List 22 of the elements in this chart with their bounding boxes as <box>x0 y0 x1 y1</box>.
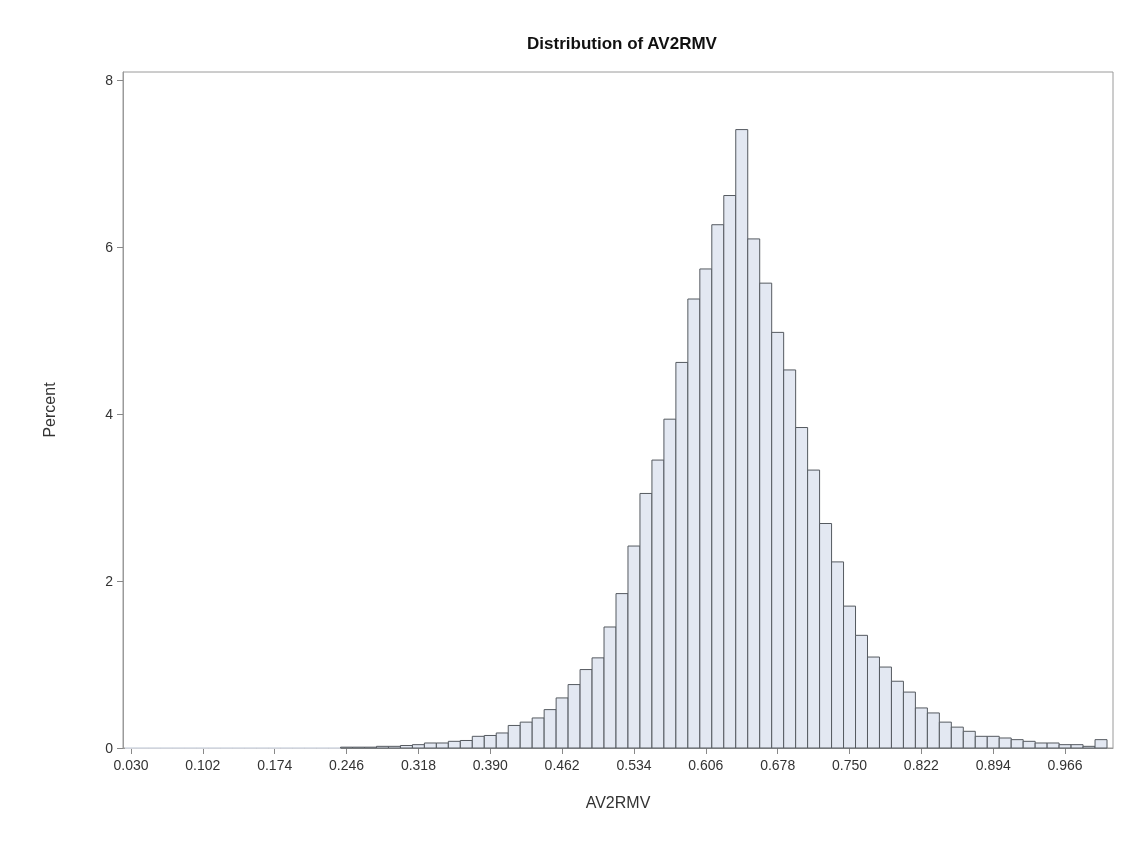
chart-title: Distribution of AV2RMV <box>527 34 718 53</box>
y-tick-label: 6 <box>105 239 114 256</box>
x-tick-label: 0.318 <box>400 757 437 773</box>
x-tick-label: 0.822 <box>903 757 940 773</box>
x-tick-label: 0.246 <box>329 757 365 773</box>
x-tick-label: 0.678 <box>760 757 796 773</box>
x-tick-label: 0.966 <box>1047 757 1083 773</box>
x-tick-label: 0.390 <box>472 757 508 773</box>
x-tick-label: 0.102 <box>185 757 221 773</box>
y-axis-title: Percent <box>40 381 58 438</box>
x-tick-label: 0.894 <box>975 757 1011 773</box>
x-tick-label: 0.462 <box>544 757 580 773</box>
x-tick-label: 0.606 <box>688 757 724 773</box>
x-tick-label: 0.174 <box>257 757 293 773</box>
x-axis-title: AV2RMV <box>585 793 651 811</box>
y-tick-label: 4 <box>105 406 114 423</box>
y-tick-label: 8 <box>105 72 114 89</box>
x-tick-label: 0.750 <box>832 757 868 773</box>
y-tick-label: 2 <box>105 573 114 590</box>
x-tick-label: 0.534 <box>616 757 652 773</box>
y-tick-label: 0 <box>105 740 114 756</box>
x-tick-label: 0.030 <box>113 757 149 773</box>
